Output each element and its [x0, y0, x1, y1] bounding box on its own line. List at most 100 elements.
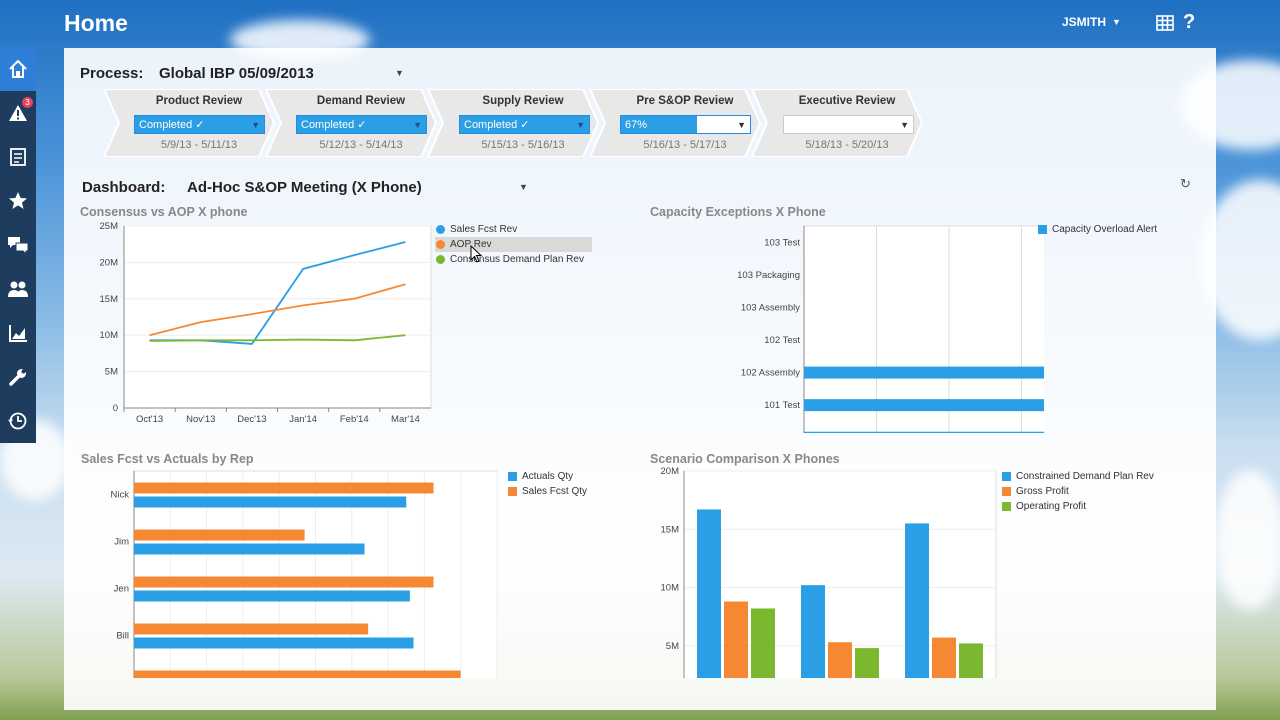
x-tick-label: Jan'14	[289, 414, 317, 425]
bar	[828, 642, 852, 678]
sidebar-item-history[interactable]	[0, 399, 36, 443]
chevron-down-icon[interactable]: ▼	[395, 68, 404, 78]
step-dates: 5/16/13 - 5/17/13	[643, 139, 727, 151]
sidebar-item-discussions[interactable]	[0, 223, 36, 267]
legend-marker	[508, 472, 517, 481]
sidebar-item-analytics[interactable]	[0, 311, 36, 355]
wrench-icon	[9, 369, 26, 386]
process-step-demand-review[interactable]: Demand Review Completed ✓ ▼ 5/12/13 - 5/…	[281, 89, 441, 157]
series-line	[149, 334, 406, 342]
legend-item[interactable]: Actuals Qty	[508, 469, 587, 484]
step-status-select[interactable]: Completed ✓ ▼	[459, 115, 590, 134]
sidebar-item-tasks[interactable]	[0, 135, 36, 179]
chart-legend: Sales Fcst Rev AOP Rev Consensus Demand …	[435, 222, 592, 267]
y-tick-label: 103 Assembly	[741, 302, 800, 313]
chat-icon	[8, 237, 29, 255]
step-title: Supply Review	[482, 95, 564, 107]
consensus-vs-aop-chart: 25M 20M 15M 10M 5M 0 Oct'13 Nov'13 Dec'13 Jan'14 F…	[100, 221, 432, 425]
step-progress-select[interactable]: 67% ▼	[620, 115, 751, 134]
step-status-select[interactable]: ▼	[783, 115, 914, 134]
chevron-down-icon: ▼	[737, 120, 746, 130]
legend-item[interactable]: Operating Profit	[1002, 499, 1154, 514]
bar	[855, 648, 879, 678]
step-status: Completed ✓	[139, 119, 205, 131]
bar	[905, 523, 929, 678]
bar	[134, 543, 365, 555]
legend-marker	[436, 225, 445, 234]
bar	[134, 529, 305, 541]
chart-title: Sales Fcst vs Actuals by Rep	[81, 452, 254, 466]
chevron-down-icon: ▼	[1112, 17, 1121, 27]
dashboard-select[interactable]: Ad-Hoc S&OP Meeting (X Phone)	[187, 179, 422, 196]
x-tick-label: Dec'13	[237, 414, 266, 425]
y-tick-label: Ashlyn	[100, 678, 129, 679]
y-tick-label: Jen	[114, 584, 129, 595]
process-label: Process:	[80, 65, 144, 82]
home-icon	[9, 59, 27, 78]
y-tick-label: 10M	[661, 583, 680, 594]
scenario-comparison-chart: 20M15M10M5M0UPSIDEBASELINEDOWNSIDE	[661, 466, 997, 678]
step-title: Pre S&OP Review	[636, 95, 734, 107]
step-title: Demand Review	[316, 95, 406, 107]
sidebar-item-tools[interactable]	[0, 355, 36, 399]
step-dates: 5/12/13 - 5/14/13	[319, 139, 403, 151]
legend-marker	[1002, 472, 1011, 481]
sales-fcst-vs-actuals-chart: 0200k400k600k800k1M1.2M1.4M1.6M1.8M2MNic…	[100, 470, 498, 679]
legend-item[interactable]: Sales Fcst Qty	[508, 484, 587, 499]
y-tick-label: 0	[113, 403, 118, 414]
checklist-icon	[10, 148, 26, 166]
legend-marker	[436, 240, 445, 249]
grid-icon[interactable]	[1156, 14, 1174, 37]
process-step-product-review[interactable]: Product Review Completed ✓ ▼ 5/9/13 - 5/…	[119, 89, 279, 157]
chevron-down-icon: ▼	[251, 120, 260, 130]
sidebar-item-home[interactable]	[0, 47, 36, 91]
star-icon	[9, 192, 27, 209]
y-tick-label: 101 Test	[764, 400, 800, 411]
refresh-icon[interactable]: ↻	[1180, 176, 1191, 191]
legend-item[interactable]: Gross Profit	[1002, 484, 1154, 499]
alert-icon	[9, 105, 27, 121]
process-select[interactable]: Global IBP 05/09/2013	[159, 65, 314, 82]
step-status: Completed ✓	[301, 119, 367, 131]
help-icon[interactable]: ?	[1183, 11, 1196, 33]
legend-marker	[1002, 502, 1011, 511]
user-name: JSMITH	[1062, 15, 1107, 29]
y-tick-label: 10M	[100, 330, 119, 341]
y-tick-label: 25M	[100, 221, 119, 232]
bar	[134, 637, 414, 649]
bar	[804, 431, 1044, 433]
legend-item[interactable]: Sales Fcst Rev	[435, 222, 592, 237]
y-tick-label: 5M	[666, 641, 679, 652]
legend-item[interactable]: AOP Rev	[435, 237, 592, 252]
y-tick-label: 5M	[105, 367, 118, 378]
chart-icon	[9, 325, 27, 342]
sidebar-item-people[interactable]	[0, 267, 36, 311]
legend-marker	[1038, 225, 1047, 234]
y-tick-label: 102 Assembly	[741, 368, 800, 379]
chart-title: Consensus vs AOP X phone	[80, 205, 248, 219]
step-status-select[interactable]: Completed ✓ ▼	[134, 115, 265, 134]
page-title: Home	[64, 10, 128, 36]
legend-label: Constrained Demand Plan Rev	[1016, 471, 1154, 482]
y-tick-label: 15M	[100, 294, 119, 305]
chevron-down-icon[interactable]: ▼	[519, 182, 528, 192]
legend-item[interactable]: Capacity Overload Alert	[1038, 222, 1157, 237]
chevron-down-icon: ▼	[900, 120, 909, 130]
process-step-executive-review[interactable]: Executive Review ▼ 5/18/13 - 5/20/13	[767, 89, 927, 157]
y-tick-label: Bill	[116, 631, 129, 642]
sidebar-item-favorites[interactable]	[0, 179, 36, 223]
step-status-select[interactable]: Completed ✓ ▼	[296, 115, 427, 134]
bar	[932, 637, 956, 678]
y-tick-label: 15M	[661, 524, 680, 535]
history-icon	[8, 412, 27, 430]
process-step-pre-sop-review[interactable]: Pre S&OP Review 67% ▼ 5/16/13 - 5/17/13	[605, 89, 765, 157]
user-menu[interactable]: JSMITH ▼	[1062, 15, 1121, 29]
y-tick-label: 20M	[661, 466, 680, 477]
process-step-supply-review[interactable]: Supply Review Completed ✓ ▼ 5/15/13 - 5/…	[443, 89, 603, 157]
legend-item[interactable]: Constrained Demand Plan Rev	[1002, 469, 1154, 484]
bar	[134, 670, 461, 678]
sidebar-item-alerts[interactable]: 3	[0, 91, 36, 135]
legend-item[interactable]: Consensus Demand Plan Rev	[435, 252, 592, 267]
main-panel: Process: Global IBP 05/09/2013 ▼ Product…	[64, 48, 1216, 710]
